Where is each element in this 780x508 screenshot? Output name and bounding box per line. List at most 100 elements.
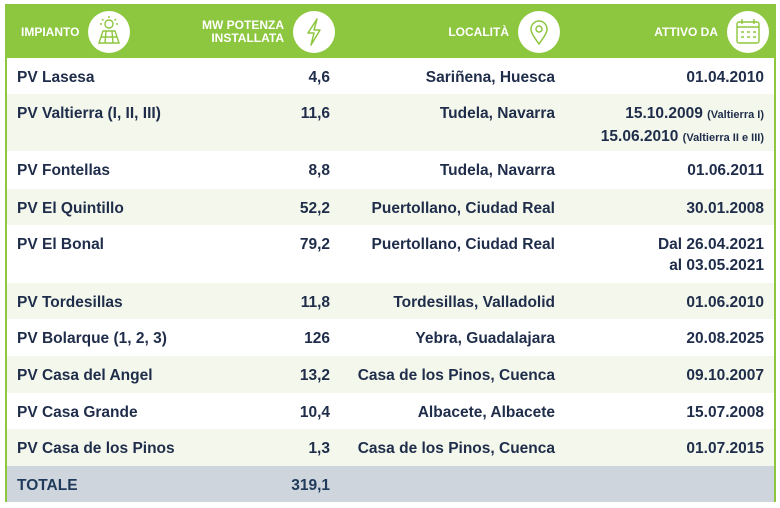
- plant-name: PV Lasesa: [17, 69, 95, 86]
- plant-name: PV El Quintillo: [7, 189, 190, 225]
- table-row: PV Bolarque (1, 2, 3) 126 Yebra, Guadalaja…: [7, 319, 774, 356]
- date-text: 09.10.2007: [686, 367, 764, 384]
- power-value: 79,2: [299, 236, 330, 253]
- table-frame: IMPIANTO MW POTENZA INSTALLATA LOCALITÀ: [5, 4, 776, 502]
- date-note: (Valtierra II e III): [682, 132, 764, 144]
- total-value: 319,1: [190, 466, 340, 502]
- plant-name: PV Casa del Angel: [7, 356, 190, 393]
- location: Albacete, Albacete: [417, 404, 555, 421]
- header-line: IMPIANTO: [21, 24, 80, 39]
- date-text: 01.04.2010: [686, 69, 764, 86]
- date-line: al 03.05.2021: [575, 255, 764, 276]
- table-body: PV Lasesa 4,6 Sariñena, Huesca 01.04.2010 PV…: [7, 58, 774, 502]
- table-row: PV El Bonal 79,2 Puertollano, Ciudad Real D…: [7, 225, 774, 283]
- table-row: PV Casa Grande 10,4 Albacete, Albacete 15.0…: [7, 393, 774, 429]
- table-row: PV Lasesa 4,6 Sariñena, Huesca 01.04.2010: [7, 58, 774, 94]
- total-row: TOTALE 319,1: [7, 466, 774, 502]
- date-text: Dal 26.04.2021: [657, 236, 764, 253]
- date-text: 01.06.2010: [686, 294, 764, 311]
- location: Casa de los Pinos, Cuenca: [340, 356, 565, 393]
- date-note: (Valtierra I): [707, 109, 764, 121]
- table-row: PV Tordesillas 11,8 Tordesillas, Valladoli…: [7, 283, 774, 319]
- header-cell: MW POTENZA INSTALLATA: [190, 6, 340, 58]
- start-date: 01.06.2010: [565, 283, 774, 319]
- start-date: Dal 26.04.2021 al 03.05.2021: [565, 225, 774, 283]
- plant-name: PV Casa Grande: [17, 404, 138, 421]
- date-line: 30.01.2008: [575, 198, 764, 219]
- location: Tordesillas, Valladolid: [340, 283, 565, 319]
- power-value: 52,2: [190, 189, 340, 225]
- location: Puertollano, Ciudad Real: [371, 236, 555, 253]
- location-icon: [518, 11, 560, 53]
- table-row: PV Fontellas 8,8 Tudela, Navarra 01.06.2011: [7, 151, 774, 189]
- date-line: 09.10.2007: [575, 365, 764, 386]
- header-line: INSTALLATA: [211, 31, 284, 45]
- table-row: PV Casa de los Pinos 1,3 Casa de los Pinos…: [7, 429, 774, 466]
- plants-table: IMPIANTO MW POTENZA INSTALLATA LOCALITÀ: [7, 6, 774, 502]
- calendar-icon: [727, 11, 769, 53]
- start-date: 09.10.2007: [565, 356, 774, 393]
- date-line: 01.06.2010: [575, 292, 764, 313]
- location: Tudela, Navarra: [439, 162, 555, 179]
- empty-cell: [340, 466, 774, 502]
- start-date: 15.10.2009 (Valtierra I) 15.06.2010 (Valt…: [565, 94, 774, 151]
- location: Puertollano, Ciudad Real: [340, 189, 565, 225]
- power-value: 8,8: [308, 162, 330, 179]
- date-text: 01.07.2015: [686, 440, 764, 457]
- header-line: LOCALITÀ: [448, 24, 509, 39]
- table-row: PV Valtierra (I, II, III) 11,6 Tudela, Nav…: [7, 94, 774, 151]
- start-date: 01.07.2015: [565, 429, 774, 466]
- power-value: 1,3: [190, 429, 340, 466]
- power-value: 13,2: [190, 356, 340, 393]
- power-value: 126: [304, 330, 330, 347]
- power-icon: [293, 11, 335, 53]
- header-label: ATTIVO DA: [654, 24, 718, 39]
- header-label: MW POTENZA INSTALLATA: [202, 19, 284, 45]
- date-text: 20.08.2025: [686, 330, 764, 347]
- header-row: IMPIANTO MW POTENZA INSTALLATA LOCALITÀ: [7, 6, 774, 58]
- location: Tudela, Navarra: [340, 94, 565, 151]
- table-row: PV Casa del Angel 13,2 Casa de los Pinos, …: [7, 356, 774, 393]
- start-date: 01.04.2010: [565, 58, 774, 94]
- plant-name: PV Casa de los Pinos: [7, 429, 190, 466]
- plant-name: PV Bolarque (1, 2, 3): [17, 330, 167, 347]
- location: Yebra, Guadalajara: [415, 330, 555, 347]
- location: Sariñena, Huesca: [425, 69, 555, 86]
- date-text: 01.06.2011: [687, 162, 764, 179]
- date-text: 15.06.2010: [600, 128, 679, 145]
- date-line: 15.07.2008: [575, 402, 764, 423]
- header-cell: LOCALITÀ: [340, 6, 565, 58]
- header-line: ATTIVO DA: [654, 24, 718, 39]
- plant-name: PV Valtierra (I, II, III): [7, 94, 190, 151]
- solar-panel-icon: [88, 11, 131, 53]
- date-line: Dal 26.04.2021: [575, 234, 764, 255]
- power-value: 11,8: [190, 283, 340, 319]
- start-date: 30.01.2008: [565, 189, 774, 225]
- power-value: 4,6: [308, 69, 330, 86]
- plant-name: PV El Bonal: [17, 236, 104, 253]
- header-label: IMPIANTO: [21, 24, 80, 39]
- date-text: al 03.05.2021: [669, 257, 764, 274]
- date-line: 01.06.2011: [575, 160, 764, 181]
- header-label: LOCALITÀ: [448, 24, 509, 39]
- header-cell: IMPIANTO: [7, 6, 190, 58]
- date-line: 01.04.2010: [575, 67, 764, 88]
- plant-name: PV Tordesillas: [7, 283, 190, 319]
- power-value: 11,6: [190, 94, 340, 151]
- power-value: 10,4: [299, 404, 330, 421]
- total-label: TOTALE: [7, 466, 190, 502]
- header-line: MW POTENZA: [202, 18, 284, 32]
- start-date: 15.07.2008: [565, 393, 774, 429]
- date-line: 15.10.2009 (Valtierra I): [575, 103, 764, 126]
- date-text: 15.10.2009: [625, 105, 703, 122]
- start-date: 20.08.2025: [565, 319, 774, 356]
- date-text: 15.07.2008: [686, 404, 764, 421]
- date-line: 15.06.2010 (Valtierra II e III): [575, 126, 764, 149]
- date-text: 30.01.2008: [686, 200, 764, 217]
- location: Casa de los Pinos, Cuenca: [340, 429, 565, 466]
- start-date: 01.06.2011: [565, 151, 774, 189]
- date-line: 01.07.2015: [575, 438, 764, 459]
- header-cell: ATTIVO DA: [565, 6, 774, 58]
- date-line: 20.08.2025: [575, 328, 764, 349]
